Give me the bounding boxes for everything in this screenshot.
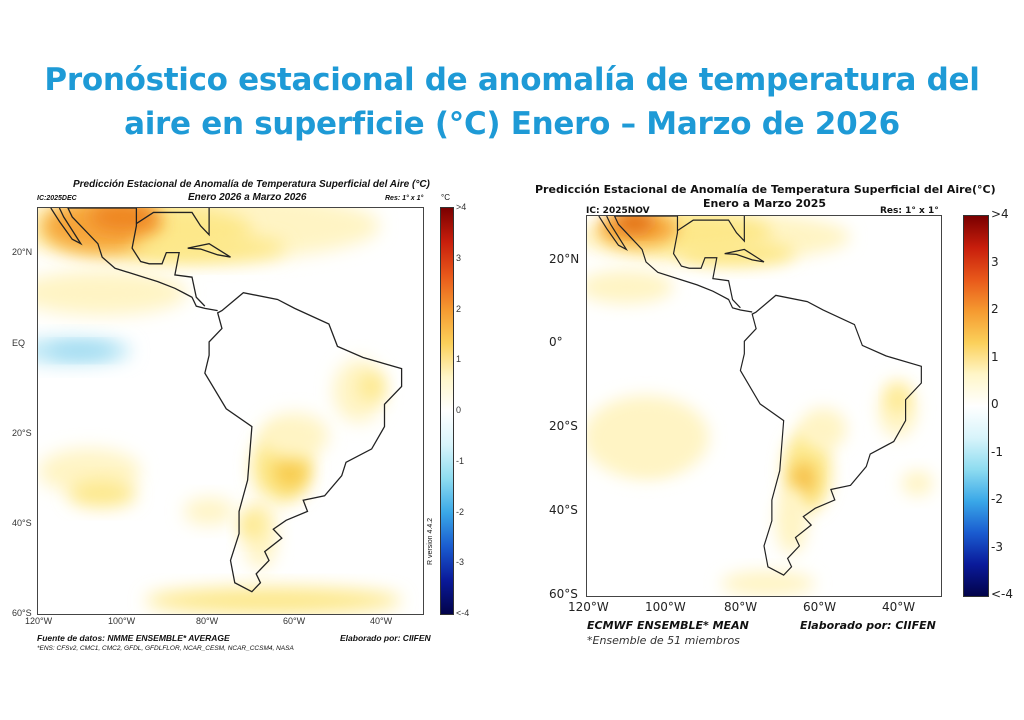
lat-tick-label: 20°S [549,419,578,433]
colorbar-label: -3 [456,557,465,568]
left-unit: °C [441,193,450,202]
lon-tick-label: 60°W [803,600,837,614]
anomaly-region [587,270,674,304]
lat-tick-label: EQ [12,338,26,348]
colorbar-label: <-4 [991,587,1014,601]
lat-tick-label: 60°S [549,587,578,601]
colorbar-label: -1 [456,455,465,466]
left-version: R version 4.4.2 [427,517,434,565]
central-america-outline [67,208,218,312]
page-title-line-2: aire en superficie (°C) Enero – Marzo de… [124,106,900,142]
colorbar-label: -2 [456,506,465,517]
gulf-coast-outline [136,208,210,237]
colorbar-label: >4 [991,207,1009,221]
south-america-outline [739,294,922,576]
left-ic: IC:2025DEC [37,195,77,202]
anomaly-region [887,387,908,413]
left-map-title: Predicción Estacional de Anomalía de Tem… [73,179,430,190]
lon-tick-label: 80°W [724,600,758,614]
colorbar-label: -2 [991,492,1003,506]
gulf-coast-outline [677,216,745,243]
left-colorbar [440,207,454,615]
right-map-subtitle: Enero a Marzo 2025 [703,197,827,210]
lon-tick-label: 100°W [108,616,136,626]
left-credit: Elaborado por: CIIFEN [340,633,431,643]
colorbar-label: 3 [991,254,999,269]
anomaly-region [273,453,308,490]
right-footnote: *Ensemble de 51 miembros [587,634,740,647]
left-anomaly-map [37,207,424,615]
left-source: Fuente de datos: NMME ENSEMBLE* AVERAGE [37,633,230,643]
left-footnote: *ENS: CFSv2, CMC1, CMC2, GFDL, GFDLFLOR,… [37,645,294,652]
anomaly-region [614,216,654,232]
anomaly-region [89,208,158,231]
left-res: Res: 1° x 1° [385,195,424,202]
baja-outline [50,208,83,246]
lon-tick-label: 100°W [645,600,686,614]
central-america-outline [613,216,753,313]
anomaly-region [791,462,816,496]
anomaly-region [901,470,934,496]
right-res: Res: 1° x 1° [880,206,939,216]
lat-tick-label: 20°N [12,247,33,257]
anomaly-region [38,270,188,316]
anomaly-region [677,241,796,267]
anomaly-region [358,373,385,400]
anomaly-region [46,344,115,358]
right-colorbar [963,215,989,597]
lat-tick-label: 20°S [12,428,32,438]
anomaly-region [618,428,682,471]
page-title-line-1: Pronóstico estacional de anomalía de tem… [44,62,980,98]
cuba-outline [187,242,231,258]
lon-tick-label: 40°W [882,600,916,614]
right-source: ECMWF ENSEMBLE* MEAN [587,619,749,632]
lat-tick-label: 0° [549,335,563,349]
right-credit: Elaborado por: CIIFEN [800,619,936,632]
lon-tick-label: 120°W [25,616,53,626]
colorbar-label: >4 [456,202,467,212]
colorbar-label: 1 [456,354,462,365]
colorbar-label: 0 [991,397,999,411]
lon-tick-label: 40°W [370,616,393,626]
colorbar-label: 1 [991,349,999,364]
colorbar-label: <-4 [456,608,470,618]
south-america-outline [204,292,403,593]
right-map-title: Predicción Estacional de Anomalía de Tem… [535,183,996,196]
lon-tick-label: 80°W [196,616,219,626]
anomaly-region [799,408,847,450]
right-anomaly-map [586,215,942,597]
baja-outline [598,216,629,252]
anomaly-region [183,498,235,525]
anomaly-region [720,570,816,596]
anomaly-region [775,487,808,555]
right-ic: IC: 2025NOV [586,206,650,216]
colorbar-label: 0 [456,405,462,415]
colorbar-label: -3 [991,539,1003,554]
anomaly-region [67,480,137,507]
anomaly-region [260,413,329,458]
lat-tick-label: 40°S [549,503,578,517]
lat-tick-label: 60°S [12,608,32,618]
colorbar-label: 2 [991,302,999,316]
lat-tick-label: 20°N [549,252,580,266]
anomaly-region [132,234,287,262]
anomaly-region [144,587,402,614]
colorbar-label: 3 [456,252,462,263]
cuba-outline [724,248,765,263]
anomaly-region [239,511,265,539]
lon-tick-label: 60°W [283,616,306,626]
left-map-subtitle: Enero 2026 a Marzo 2026 [188,192,307,203]
lon-tick-label: 120°W [568,600,609,614]
colorbar-label: 2 [456,303,462,314]
lat-tick-label: 40°S [12,518,32,528]
colorbar-label: -1 [991,444,1003,459]
